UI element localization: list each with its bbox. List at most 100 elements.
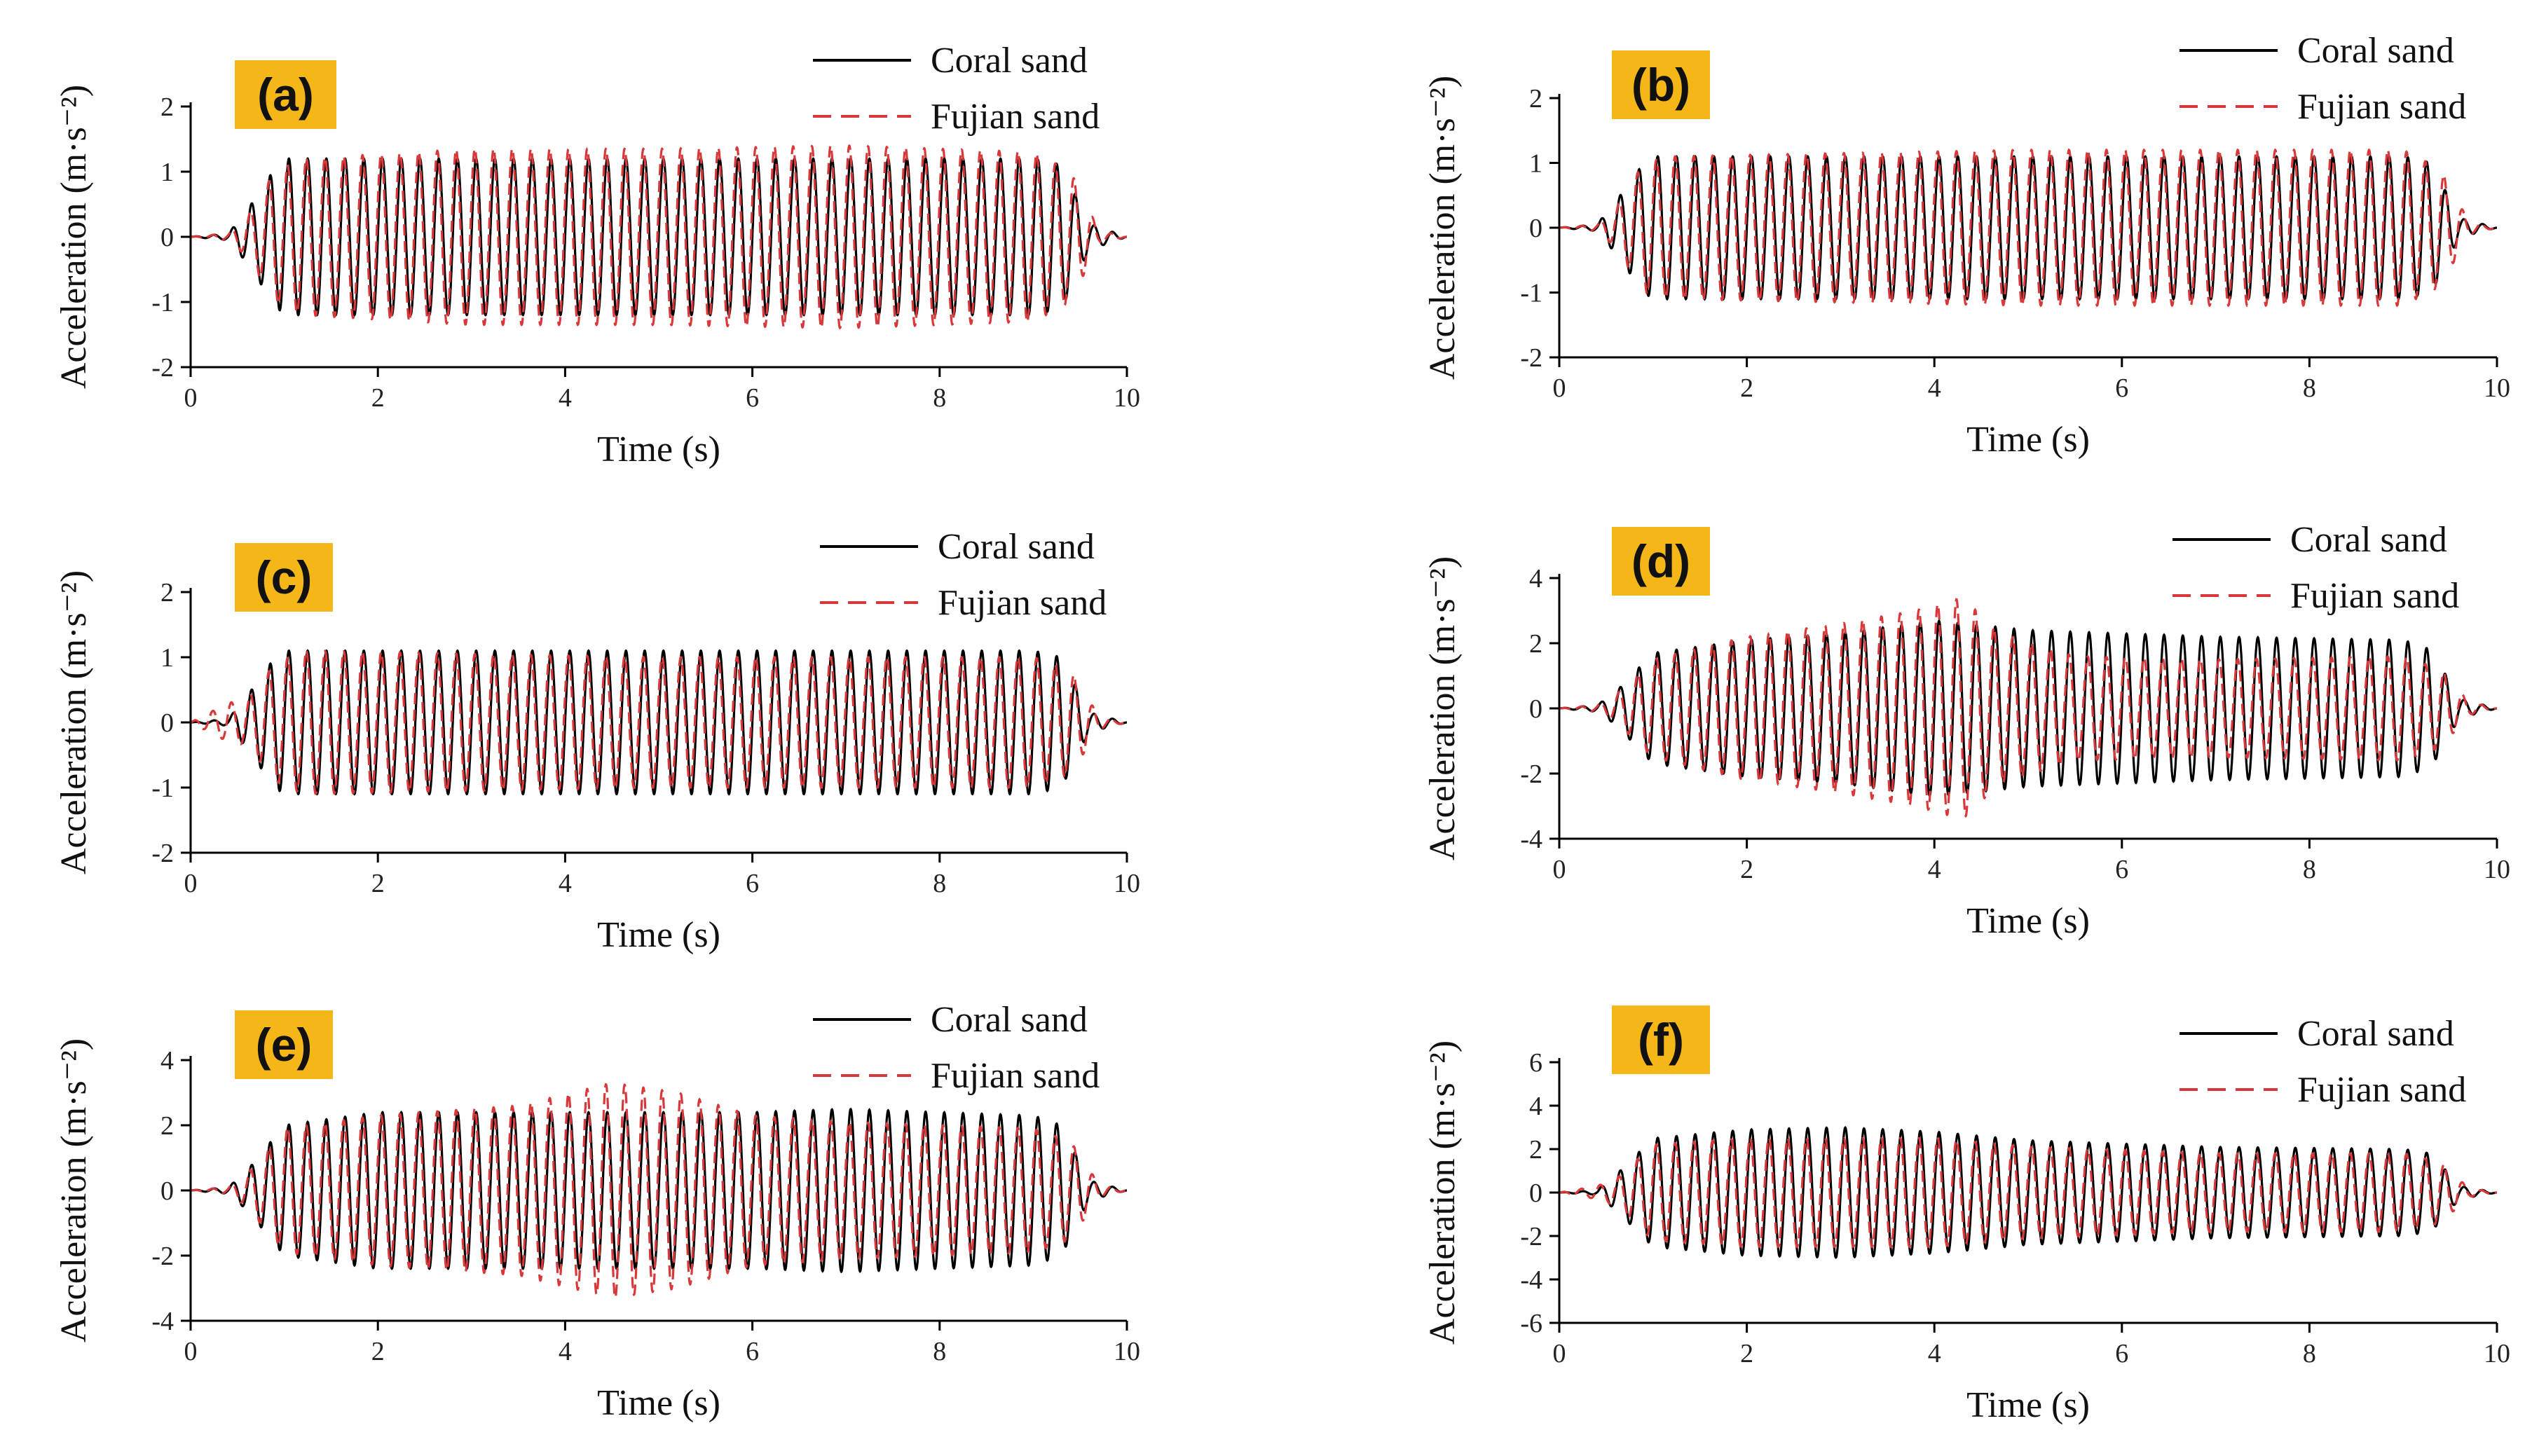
x-tick-label-b: 8 [2303,373,2316,403]
legend-label-fujian-c: Fujian sand [938,583,1107,623]
y-tick-label-c: -1 [151,774,174,803]
x-tick-label-c: 0 [184,869,198,898]
x-tick-label-d: 0 [1553,855,1566,884]
y-axis-title-b: Acceleration (m·s⁻²) [1423,76,1463,380]
legend-label-coral-f: Coral sand [2297,1014,2454,1054]
y-tick-label-e: 4 [160,1046,174,1076]
x-tick-label-a: 6 [746,383,759,413]
y-tick-label-f: 6 [1529,1048,1542,1078]
legend-label-coral-b: Coral sand [2297,31,2454,71]
x-tick-label-e: 10 [1114,1337,1140,1366]
series-coral-line-e [191,1107,1127,1274]
y-tick-label-f: -4 [1520,1265,1542,1295]
y-tick-label-e: 0 [160,1176,174,1206]
y-axis-title-f: Acceleration (m·s⁻²) [1423,1041,1463,1345]
x-tick-label-f: 10 [2484,1339,2510,1368]
x-tick-label-d: 8 [2303,855,2316,884]
series-coral-line-c [191,649,1127,796]
legend-label-fujian-a: Fujian sand [931,97,1100,137]
x-axis-title-e: Time (s) [597,1383,720,1423]
x-tick-label-e: 8 [933,1337,946,1366]
y-tick-label-f: -6 [1520,1309,1542,1338]
panel-label-f: (f) [1638,1014,1684,1066]
y-tick-label-e: -4 [151,1307,174,1336]
x-axis-title-f: Time (s) [1966,1385,2090,1425]
y-tick-label-f: 2 [1529,1135,1542,1165]
x-tick-label-b: 2 [1740,373,1753,403]
y-tick-label-e: 2 [160,1111,174,1141]
panel-label-b: (b) [1631,59,1690,111]
y-axis-title-a: Acceleration (m·s⁻²) [54,85,94,389]
x-tick-label-c: 8 [933,869,946,898]
x-tick-label-e: 2 [371,1337,385,1366]
x-axis-title-a: Time (s) [597,430,720,469]
legend-label-fujian-b: Fujian sand [2297,87,2466,127]
series-coral-line-d [1559,619,2497,798]
series-fujian-line-d [1559,598,2497,818]
x-tick-label-c: 4 [559,869,572,898]
x-tick-label-b: 6 [2115,373,2128,403]
x-tick-label-a: 0 [184,383,198,413]
x-tick-label-d: 4 [1928,855,1941,884]
y-tick-label-e: -2 [151,1242,174,1271]
panel-label-d: (d) [1631,535,1690,587]
x-axis-title-c: Time (s) [597,915,720,955]
x-tick-label-d: 6 [2115,855,2128,884]
x-tick-label-f: 8 [2303,1339,2316,1368]
x-tick-label-a: 2 [371,383,385,413]
y-tick-label-d: -4 [1520,825,1542,854]
y-axis-title-d: Acceleration (m·s⁻²) [1423,556,1463,860]
y-tick-label-c: -2 [151,839,174,868]
x-tick-label-c: 10 [1114,869,1140,898]
legend-label-fujian-d: Fujian sand [2290,576,2459,616]
series-fujian-line-a [191,144,1127,330]
y-tick-label-c: 0 [160,708,174,738]
panel-a: -2 -1 0 1 2 0 2 4 6 8 10 Time (s) Acceleration (m·s⁻… [54,41,1140,469]
x-tick-label-d: 2 [1740,855,1753,884]
legend-label-coral-c: Coral sand [938,527,1095,567]
series-fujian-line-e [191,1083,1127,1299]
y-tick-label-d: 2 [1529,629,1542,659]
series-coral-line-b [1559,155,2497,301]
panel-label-e: (e) [256,1019,313,1071]
y-tick-label-b: 2 [1529,84,1542,114]
y-tick-label-f: 0 [1529,1179,1542,1208]
y-tick-label-d: 4 [1529,564,1542,593]
x-axis-title-d: Time (s) [1966,901,2090,941]
y-tick-label-c: 1 [160,643,174,673]
panel-c: -2 -1 0 1 2 0 2 4 6 8 10 Time (s) Acceleration (m·s⁻… [54,527,1140,955]
x-tick-label-a: 10 [1114,383,1140,413]
panel-b: -2 -1 0 1 2 0 2 4 6 8 10 Time (s) Acceleration (m·s⁻… [1423,31,2510,460]
panel-badge-d [1612,527,1710,596]
y-axis-title-e: Acceleration (m·s⁻²) [54,1038,94,1342]
y-tick-label-f: 4 [1529,1092,1542,1121]
panel-badge-c [235,543,333,612]
x-tick-label-c: 2 [371,869,385,898]
x-tick-label-f: 6 [2115,1339,2128,1368]
legend-label-coral-a: Coral sand [931,41,1088,81]
legend-label-coral-e: Coral sand [931,1000,1088,1040]
x-tick-label-b: 4 [1928,373,1941,403]
y-tick-label-b: -2 [1520,343,1542,373]
panel-label-a: (a) [257,69,314,121]
series-coral-line-f [1559,1126,2497,1259]
panel-e: -4 -2 0 2 4 0 2 4 6 8 10 Time (s) Acceleration (m·s⁻… [54,1000,1140,1423]
x-tick-label-c: 6 [746,869,759,898]
x-tick-label-a: 4 [559,383,572,413]
y-tick-label-a: 0 [160,223,174,252]
y-tick-label-b: -1 [1520,279,1542,308]
panel-badge-f [1612,1005,1710,1074]
legend-label-coral-d: Coral sand [2290,520,2447,560]
panel-label-c: (c) [256,551,313,603]
x-tick-label-e: 6 [746,1337,759,1366]
series-coral-line-a [191,157,1127,317]
x-tick-label-a: 8 [933,383,946,413]
x-axis-title-b: Time (s) [1966,420,2090,460]
y-tick-label-c: 2 [160,578,174,607]
series-fujian-line-f [1559,1136,2497,1249]
x-tick-label-b: 0 [1553,373,1566,403]
y-tick-label-d: -2 [1520,760,1542,789]
y-tick-label-a: -2 [151,353,174,383]
y-tick-label-a: 1 [160,158,174,187]
